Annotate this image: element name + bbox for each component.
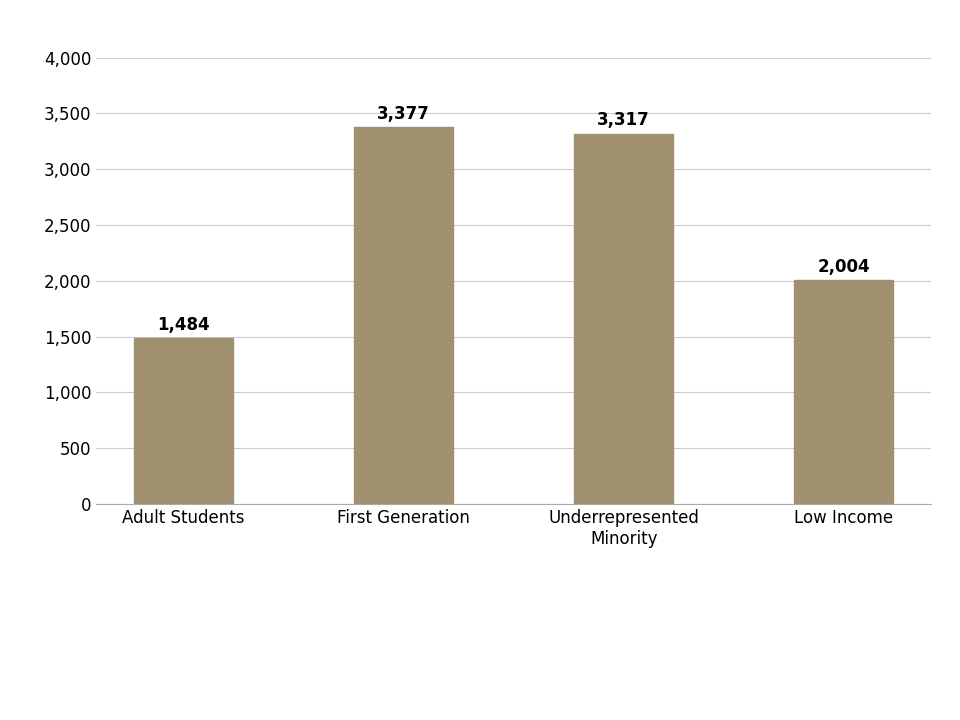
Bar xyxy=(794,280,893,504)
Bar xyxy=(354,127,453,504)
Bar xyxy=(574,134,673,504)
Text: 2,004: 2,004 xyxy=(817,258,870,276)
Text: 3,317: 3,317 xyxy=(597,112,650,130)
Text: 3,377: 3,377 xyxy=(377,104,430,122)
Bar xyxy=(134,338,233,504)
Text: 1,484: 1,484 xyxy=(157,316,210,334)
